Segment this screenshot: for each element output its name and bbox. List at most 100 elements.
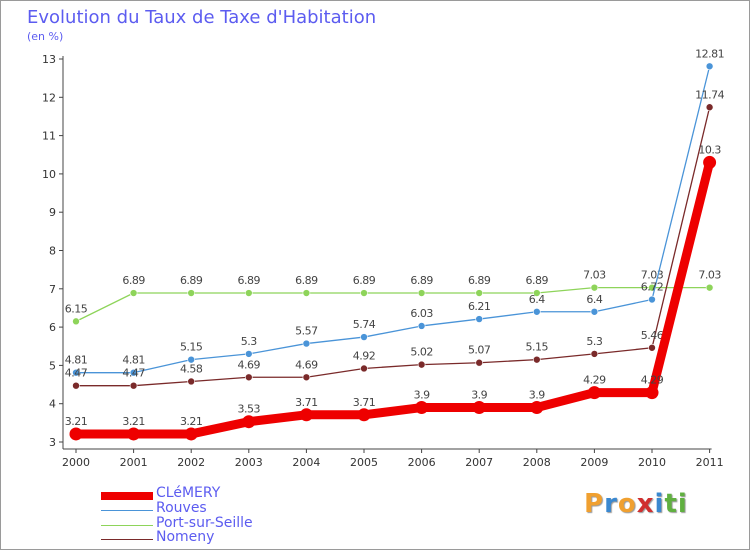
data-point bbox=[72, 368, 80, 377]
data-point bbox=[417, 289, 426, 297]
data-label: 4.69 bbox=[295, 358, 318, 371]
data-point bbox=[532, 289, 541, 297]
data-point bbox=[590, 307, 599, 316]
legend-label-rouves: Rouves bbox=[156, 500, 207, 516]
logo-letter: x bbox=[636, 489, 655, 519]
data-label: 4.81 bbox=[122, 354, 145, 367]
data-point bbox=[705, 283, 714, 292]
logo-letter: P bbox=[584, 489, 605, 519]
data-label: 5.3 bbox=[586, 335, 602, 348]
data-point bbox=[472, 401, 486, 415]
data-label: 3.9 bbox=[471, 389, 487, 402]
data-label: 6.89 bbox=[410, 274, 433, 287]
data-label: 6.89 bbox=[238, 274, 261, 287]
x-tick-label: 2010 bbox=[638, 456, 666, 469]
data-point bbox=[187, 355, 195, 364]
data-point bbox=[187, 377, 195, 386]
data-label: 6.4 bbox=[529, 293, 545, 306]
y-tick-label: 10 bbox=[42, 168, 56, 181]
data-label: 6.03 bbox=[410, 307, 433, 320]
data-label: 4.29 bbox=[641, 374, 664, 387]
x-tick-label: 2000 bbox=[62, 456, 90, 469]
logo-letter: t bbox=[664, 489, 678, 519]
y-tick-label: 5 bbox=[49, 359, 56, 372]
x-tick-label: 2001 bbox=[120, 456, 148, 469]
y-tick-label: 7 bbox=[49, 283, 56, 296]
data-point bbox=[357, 408, 371, 422]
data-label: 3.21 bbox=[180, 415, 203, 428]
data-point bbox=[184, 427, 198, 441]
data-label: 6.21 bbox=[468, 300, 491, 313]
data-point bbox=[129, 368, 138, 377]
data-label: 6.89 bbox=[353, 274, 376, 287]
data-point bbox=[475, 358, 484, 367]
data-point bbox=[360, 333, 368, 341]
data-label: 10.3 bbox=[698, 143, 721, 156]
data-label: 6.72 bbox=[641, 281, 664, 294]
data-point bbox=[648, 295, 656, 304]
data-point bbox=[360, 364, 368, 373]
data-point bbox=[242, 415, 256, 429]
data-label: 5.15 bbox=[526, 341, 549, 354]
logo-letter: o bbox=[617, 489, 637, 519]
data-point bbox=[245, 373, 253, 382]
data-label: 3.21 bbox=[122, 415, 145, 428]
x-tick-label: 2004 bbox=[292, 456, 320, 469]
chart-unit: (en %) bbox=[27, 30, 64, 43]
data-point bbox=[302, 289, 311, 297]
legend-swatch-rouves bbox=[101, 510, 153, 511]
data-point bbox=[703, 155, 717, 169]
data-point bbox=[475, 289, 484, 297]
data-label: 3.71 bbox=[353, 396, 376, 409]
data-point bbox=[532, 307, 541, 316]
legend-label-nomeny: Nomeny bbox=[156, 529, 215, 545]
data-point bbox=[705, 103, 714, 112]
data-point bbox=[530, 401, 544, 415]
y-tick-label: 12 bbox=[42, 91, 56, 104]
data-label: 5.3 bbox=[241, 335, 257, 348]
y-tick-label: 3 bbox=[49, 436, 56, 449]
data-point bbox=[302, 373, 311, 382]
data-label: 6.89 bbox=[468, 274, 491, 287]
data-point bbox=[475, 315, 484, 323]
data-label: 5.46 bbox=[641, 329, 664, 342]
x-tick-label: 2008 bbox=[523, 456, 551, 469]
y-tick-label: 13 bbox=[42, 53, 56, 66]
y-tick-label: 11 bbox=[42, 130, 56, 143]
data-label: 7.03 bbox=[583, 269, 606, 282]
logo-letter: i bbox=[677, 489, 688, 519]
data-label: 12.81 bbox=[695, 47, 724, 60]
x-tick-label: 2005 bbox=[350, 456, 378, 469]
data-point bbox=[245, 350, 253, 358]
data-label: 5.02 bbox=[410, 346, 433, 359]
data-label: 4.47 bbox=[122, 367, 145, 380]
y-tick-label: 4 bbox=[49, 398, 56, 411]
data-point bbox=[127, 427, 141, 441]
data-label: 5.57 bbox=[295, 325, 318, 338]
data-label: 3.71 bbox=[295, 396, 318, 409]
data-label: 3.9 bbox=[414, 389, 430, 402]
series-line bbox=[75, 106, 711, 387]
data-point bbox=[645, 386, 659, 400]
data-point bbox=[129, 381, 138, 390]
data-point bbox=[187, 289, 195, 297]
series-line bbox=[75, 287, 711, 323]
data-point bbox=[69, 427, 83, 441]
data-label: 5.07 bbox=[468, 344, 491, 357]
data-point bbox=[72, 317, 80, 326]
data-point bbox=[72, 381, 80, 390]
data-point bbox=[590, 283, 599, 292]
legend-swatch-port-sur-seille bbox=[101, 525, 153, 526]
data-point bbox=[299, 408, 313, 422]
y-tick-label: 6 bbox=[49, 321, 56, 334]
logo-letter: r bbox=[604, 489, 618, 519]
data-point bbox=[532, 355, 541, 364]
data-label: 6.4 bbox=[586, 293, 602, 306]
data-label: 6.89 bbox=[295, 274, 318, 287]
x-tick-label: 2002 bbox=[177, 456, 205, 469]
data-label: 7.03 bbox=[698, 269, 721, 282]
data-label: 4.47 bbox=[65, 367, 88, 380]
data-point bbox=[302, 339, 311, 348]
data-label: 6.89 bbox=[180, 274, 203, 287]
